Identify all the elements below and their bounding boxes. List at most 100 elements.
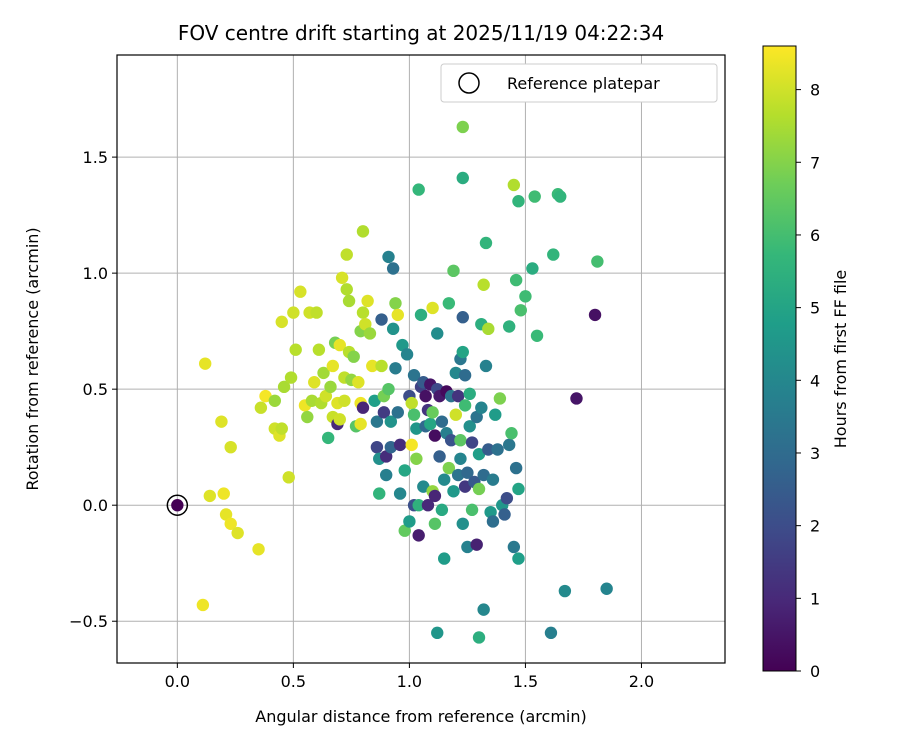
- data-point: [252, 543, 265, 556]
- reference-marker-group: [166, 494, 189, 516]
- data-point: [366, 359, 379, 373]
- data-point: [215, 415, 228, 428]
- data-point: [435, 415, 449, 428]
- data-point: [277, 380, 291, 394]
- data-point: [356, 401, 370, 414]
- data-point: [451, 468, 465, 482]
- data-point: [477, 278, 490, 291]
- legend-marker-reference: [458, 72, 480, 94]
- data-point: [456, 171, 469, 185]
- data-point: [391, 308, 404, 322]
- y-axis-ticks: −0.5 0.0 0.5 1.0 1.5: [69, 148, 117, 631]
- scatter-points: [196, 120, 613, 644]
- data-point: [447, 485, 460, 498]
- data-point: [393, 438, 407, 452]
- data-point: [438, 552, 451, 565]
- data-point: [338, 394, 351, 407]
- data-point: [435, 503, 449, 517]
- reference-point: [171, 498, 184, 512]
- colorbar-tick-label: 7: [810, 153, 820, 172]
- data-point: [482, 322, 495, 336]
- data-point: [398, 524, 411, 537]
- data-point: [396, 338, 409, 352]
- data-point: [410, 452, 423, 465]
- data-point: [386, 322, 400, 336]
- data-point: [356, 225, 370, 238]
- data-point: [454, 452, 467, 465]
- data-point: [287, 306, 300, 319]
- data-point: [382, 250, 395, 264]
- data-point: [465, 436, 479, 449]
- data-point: [456, 517, 469, 530]
- data-point: [403, 515, 416, 528]
- data-point: [412, 529, 425, 542]
- data-point: [368, 394, 381, 407]
- data-point: [198, 357, 212, 370]
- data-point: [570, 392, 583, 405]
- data-point: [502, 438, 516, 452]
- data-point: [196, 598, 210, 612]
- data-point: [340, 248, 353, 261]
- data-point: [458, 369, 472, 382]
- data-point: [512, 552, 525, 565]
- data-point: [342, 294, 356, 308]
- data-point: [472, 631, 486, 644]
- data-point: [391, 406, 404, 419]
- x-axis-label: Angular distance from reference (arcmin): [255, 707, 586, 726]
- data-point: [219, 508, 233, 521]
- data-point: [203, 489, 217, 503]
- data-point: [482, 443, 495, 456]
- data-point: [289, 343, 302, 356]
- data-point: [370, 415, 384, 428]
- data-point: [405, 396, 418, 410]
- data-point: [326, 359, 340, 373]
- data-point: [359, 317, 372, 331]
- colorbar-label: Hours from first FF file: [831, 270, 850, 449]
- data-point: [284, 371, 298, 384]
- data-point: [588, 308, 602, 322]
- data-point: [414, 308, 428, 322]
- colorbar-tick-label: 2: [810, 517, 820, 536]
- data-point: [254, 401, 268, 414]
- data-point: [400, 348, 414, 361]
- data-point: [456, 120, 469, 134]
- data-point: [424, 417, 437, 431]
- data-point: [451, 389, 465, 403]
- data-point: [354, 417, 367, 431]
- reference-marker: [166, 494, 189, 516]
- data-point: [558, 584, 572, 598]
- data-point: [405, 438, 418, 452]
- data-point: [275, 422, 288, 435]
- data-point: [472, 482, 486, 496]
- colorbar-tick-label: 8: [810, 81, 820, 100]
- x-tick-label: 1.0: [397, 672, 422, 691]
- data-point: [463, 420, 476, 433]
- data-point: [384, 415, 398, 428]
- data-point: [340, 283, 353, 296]
- data-point: [507, 540, 521, 554]
- colorbar: [762, 45, 797, 672]
- data-point: [373, 487, 386, 500]
- data-point: [335, 271, 349, 284]
- data-point: [528, 190, 541, 203]
- data-point: [456, 345, 469, 359]
- colorbar-tick-label: 5: [810, 299, 820, 318]
- data-point: [591, 255, 604, 268]
- data-point: [389, 362, 402, 375]
- data-point: [224, 517, 237, 530]
- data-point: [398, 464, 411, 477]
- data-point: [224, 440, 237, 454]
- data-point: [417, 480, 430, 493]
- data-point: [486, 515, 500, 528]
- x-axis-ticks: 0.0 0.5 1.0 1.5 2.0: [165, 663, 654, 691]
- data-point: [507, 178, 521, 192]
- data-point: [509, 461, 523, 475]
- chart-title: FOV centre drift starting at 2025/11/19 …: [178, 21, 664, 45]
- colorbar-tick-label: 1: [810, 589, 820, 608]
- data-point: [431, 327, 444, 340]
- data-point: [472, 447, 486, 461]
- y-tick-label: 1.5: [83, 148, 108, 167]
- data-point: [498, 508, 511, 521]
- data-point: [505, 427, 518, 440]
- colorbar-tick-label: 0: [810, 662, 820, 681]
